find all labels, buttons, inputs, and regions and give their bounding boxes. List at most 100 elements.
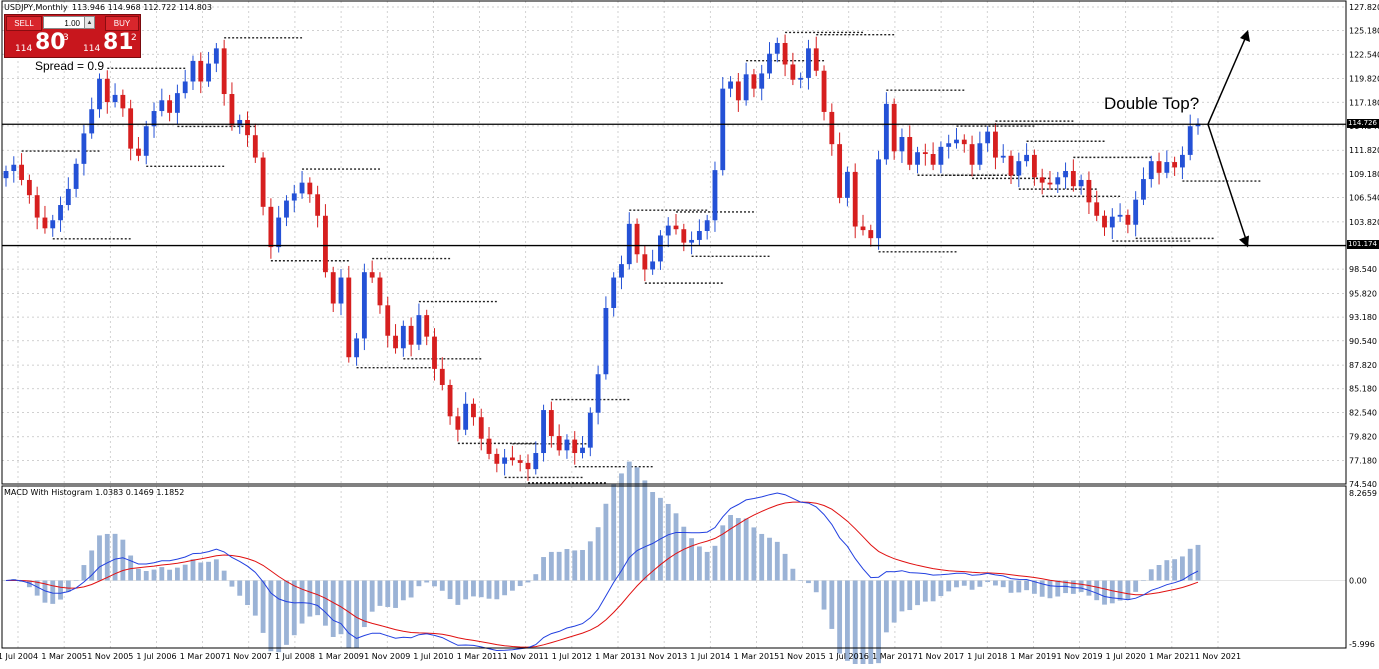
candle-body <box>190 60 196 82</box>
macd-indicator <box>2 461 1346 669</box>
candle-body <box>681 229 687 243</box>
candle-body <box>50 220 56 229</box>
macd-histogram-bar <box>790 568 796 581</box>
macd-histogram-bar <box>860 580 866 669</box>
macd-histogram-bar <box>868 580 874 669</box>
macd-histogram-bar <box>580 550 585 581</box>
candle-body <box>689 239 695 243</box>
candle-body <box>159 100 165 112</box>
candle-body <box>1148 161 1154 180</box>
buy-price-sup: 2 <box>131 33 137 43</box>
macd-histogram-bar <box>821 580 827 610</box>
candle-body <box>930 154 936 165</box>
macd-histogram-bar <box>252 580 258 616</box>
candle-body <box>323 215 328 273</box>
macd-histogram-bar <box>735 518 741 581</box>
macd-histogram-bar <box>665 503 671 581</box>
candle-body <box>728 81 733 89</box>
candle-body <box>260 157 266 207</box>
macd-histogram-bar <box>712 545 718 581</box>
candle-body <box>89 109 95 134</box>
price-tick-label: 85.180 <box>1349 385 1377 394</box>
candle-body <box>1164 162 1170 173</box>
buy-button[interactable]: BUY <box>105 16 139 31</box>
time-tick-label: 1 Nov 2005 <box>87 652 133 661</box>
macd-histogram-bar <box>416 580 422 587</box>
macd-histogram-bar <box>642 480 648 581</box>
macd-histogram-bar <box>478 580 484 598</box>
time-tick-label: 1 Mar 2017 <box>872 652 918 661</box>
macd-histogram-bar <box>1125 580 1131 600</box>
candle-body <box>34 195 40 218</box>
candle-body <box>315 194 321 216</box>
macd-histogram-bar <box>159 567 165 581</box>
candle-body <box>1008 155 1014 176</box>
candle-body <box>213 48 219 64</box>
macd-histogram-bar <box>34 580 40 596</box>
candle-body <box>112 94 118 103</box>
macd-histogram-bar <box>876 580 881 664</box>
macd-histogram-bar <box>1039 580 1045 597</box>
candle-body <box>891 103 897 152</box>
time-tick-label: 1 Jul 2004 <box>0 652 38 661</box>
price-tick-label: 77.180 <box>1349 456 1377 465</box>
macd-histogram-bar <box>728 515 733 581</box>
macd-histogram-bar <box>260 580 266 633</box>
macd-histogram-bar <box>174 567 180 581</box>
time-tick-label: 1 Nov 2009 <box>364 652 410 661</box>
macd-histogram-bar <box>1008 580 1014 593</box>
arrow-down-head-icon <box>1239 235 1249 248</box>
double-top-annotation[interactable]: Double Top? <box>1104 94 1200 113</box>
macd-histogram-bar <box>1024 580 1030 591</box>
sell-button[interactable]: SELL <box>6 16 42 31</box>
candle-body <box>626 223 632 265</box>
candle-body <box>291 193 297 201</box>
candle-body <box>252 135 258 158</box>
macd-histogram-bar <box>673 513 679 581</box>
one-click-trade-panel[interactable]: SELL ▼ 1.00 ▲ BUY 114 80 3 114 81 2 <box>4 14 141 58</box>
macd-histogram-bar <box>891 580 897 623</box>
lot-increase-icon[interactable]: ▲ <box>84 16 95 29</box>
candle-body <box>307 182 313 195</box>
candle-body <box>580 447 585 454</box>
macd-tick-label: -5.996 <box>1349 640 1375 649</box>
candle-body <box>1063 171 1068 178</box>
macd-histogram-bar <box>42 580 48 603</box>
time-tick-label: 1 Nov 2019 <box>1056 652 1102 661</box>
macd-histogram-bar <box>408 580 414 598</box>
candle-body <box>541 410 546 454</box>
time-tick-label: 1 Mar 2013 <box>595 652 641 661</box>
candle-body <box>619 264 624 278</box>
buy-price[interactable]: 114 81 2 <box>75 30 140 57</box>
macd-histogram-bar <box>276 580 282 653</box>
macd-histogram-bar <box>369 580 375 612</box>
horizontal-lines[interactable] <box>2 123 1346 247</box>
macd-histogram-bar <box>1078 580 1084 593</box>
macd-histogram-bar <box>696 546 702 581</box>
candle-body <box>338 277 344 304</box>
price-tick-label: 117.180 <box>1349 98 1379 107</box>
macd-histogram-bar <box>213 559 219 581</box>
price-tick-label: 122.540 <box>1349 50 1379 59</box>
macd-histogram-bar <box>447 580 453 600</box>
macd-histogram-bar <box>58 580 63 600</box>
candle-body <box>284 200 289 218</box>
candle-body <box>961 139 967 145</box>
candle-body <box>759 73 765 89</box>
macd-histogram-bar <box>852 580 858 669</box>
candle-body <box>665 225 671 236</box>
macd-histogram-bar <box>751 527 757 581</box>
macd-histogram-bar <box>1148 569 1154 581</box>
macd-histogram-bar <box>1133 580 1139 592</box>
time-tick-label: 1 Nov 2017 <box>918 652 964 661</box>
candle-body <box>58 205 63 221</box>
macd-histogram-bar <box>611 484 617 581</box>
candle-body <box>743 74 749 101</box>
sell-price[interactable]: 114 80 3 <box>7 30 72 57</box>
macd-histogram-bar <box>167 569 173 581</box>
candle-body <box>369 272 375 278</box>
candle-body <box>767 53 772 74</box>
candle-body <box>509 457 515 461</box>
